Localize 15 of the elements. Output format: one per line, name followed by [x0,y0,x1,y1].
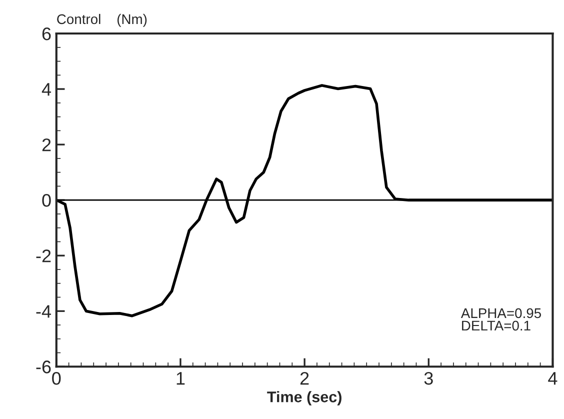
x-tick-label: 1 [176,372,185,385]
x-tick-label: 0 [52,372,61,385]
annotation: ALPHA=0.95 DELTA=0.1 [460,308,542,331]
y-tick-label: 4 [42,83,52,96]
y-tick-label: -2 [36,250,51,262]
y-tick-label: 6 [42,27,51,40]
x-tick-label: 3 [424,372,433,385]
y-tick-label: 2 [42,138,51,152]
chart-title: Control (Nm) [57,14,147,27]
y-tick-label: -6 [36,360,51,374]
y-tick-label: -4 [36,305,52,318]
x-tick-label: 2 [300,372,309,385]
x-tick-label: 4 [548,372,558,385]
x-axis-title: Time (sec) [267,391,342,406]
y-tick-label: 0 [42,194,51,207]
